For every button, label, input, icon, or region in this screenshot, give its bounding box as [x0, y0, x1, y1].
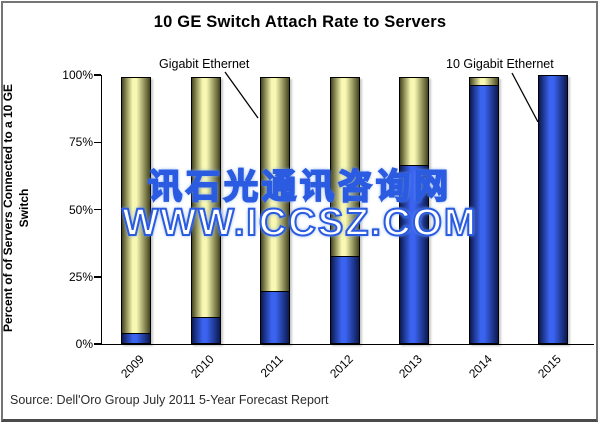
- ten-gigabit-segment-2014: [468, 85, 499, 344]
- y-tick-mark: [94, 74, 101, 76]
- x-tick-label-2014: 2014: [465, 352, 495, 381]
- bar-2013: [399, 77, 429, 344]
- y-tick-mark: [94, 141, 101, 143]
- y-tick-label: 75%: [68, 135, 93, 150]
- chart-title: 10 GE Switch Attach Rate to Servers: [153, 13, 447, 31]
- ten-gigabit-segment-2015: [538, 75, 568, 344]
- x-tick-label-2013: 2013: [396, 352, 425, 381]
- y-tick-mark: [94, 208, 101, 211]
- y-tick-label: 25%: [68, 269, 93, 284]
- y-axis-title: Percent of of Servers Connected to a 10 …: [1, 58, 43, 358]
- gigabit-segment-2014: [468, 77, 499, 85]
- gigabit-annotation: Gigabit Ethernet: [159, 57, 250, 71]
- ten-gigabit-segment-2012: [329, 256, 360, 344]
- bar-2010: [190, 77, 221, 344]
- ten-gigabit-segment-2009: [121, 333, 151, 344]
- y-tick-label: 50%: [68, 202, 93, 217]
- ten-gigabit-annotation: 10 Gigabit Ethernet: [446, 57, 554, 71]
- y-tick-label: 0%: [75, 337, 93, 351]
- bar-2012: [329, 77, 360, 344]
- gigabit-segment-2010: [190, 77, 221, 317]
- x-tick-label-2012: 2012: [326, 352, 356, 381]
- y-axis-title-line2: Switch: [16, 188, 31, 228]
- gigabit-segment-2009: [121, 77, 151, 333]
- ten-gigabit-segment-2010: [190, 317, 221, 344]
- y-tick-label: 100%: [62, 68, 93, 82]
- source-note: Source: Dell'Oro Group July 2011 5-Year …: [10, 393, 329, 407]
- bar-2014: [468, 77, 499, 344]
- x-tick-label-2015: 2015: [535, 352, 564, 381]
- ten-gigabit-segment-2011: [260, 291, 290, 344]
- bar-2009: [121, 77, 151, 344]
- y-tick-mark: [94, 343, 101, 345]
- gigabit-segment-2013: [399, 77, 429, 165]
- gigabit-segment-2011: [260, 77, 290, 291]
- bar-2015: [538, 75, 568, 344]
- y-axis-title-line1: Percent of of Servers Connected to a 10 …: [1, 83, 15, 333]
- gigabit-segment-2012: [329, 77, 360, 256]
- y-tick-mark: [94, 276, 101, 278]
- ten-gigabit-segment-2013: [399, 165, 429, 344]
- plot-area: 0% 25% 50% 75% 100%: [62, 68, 594, 351]
- bar-2011: [260, 77, 290, 344]
